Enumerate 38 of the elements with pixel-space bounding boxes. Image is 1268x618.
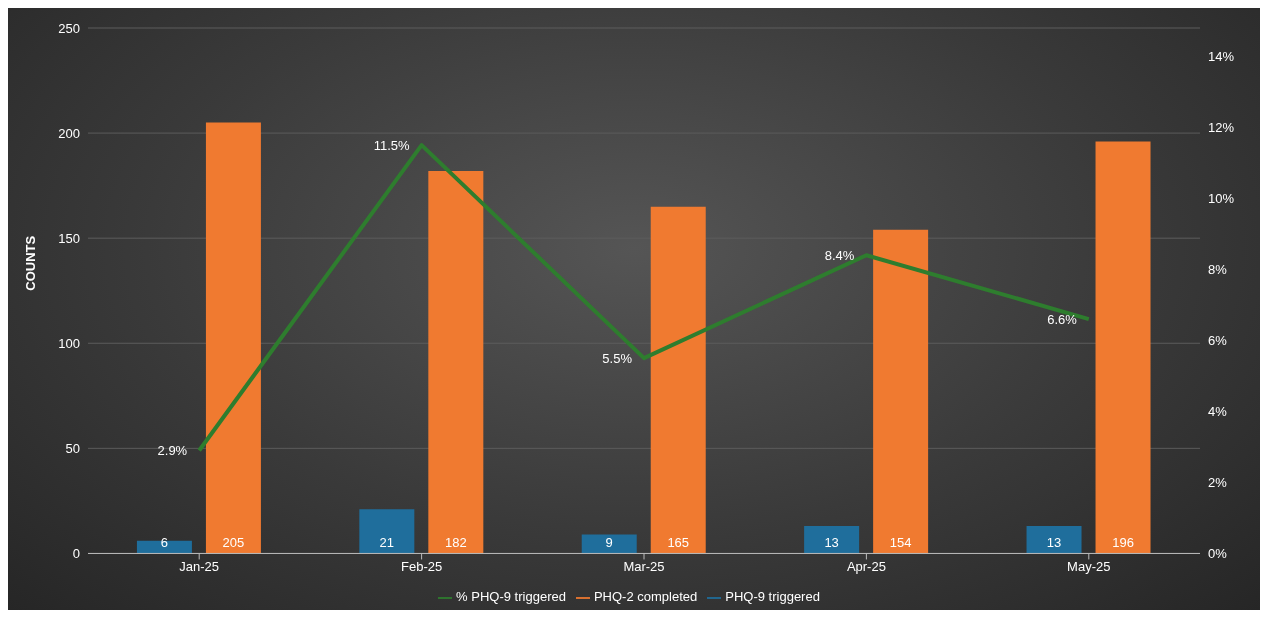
data-label: 6 [160,535,169,551]
y2-tick-label: 8% [1208,262,1228,278]
data-label: 154 [889,535,912,551]
y-tick-label: 100 [58,335,80,351]
data-label: 8.4% [824,247,855,263]
legend-label: PHQ-9 triggered [725,589,820,605]
x-tick-label: Jan-25 [179,558,220,574]
data-label: 182 [444,535,467,551]
data-label: 196 [1112,535,1134,551]
data-label: 9 [605,535,613,551]
y2-tick-label: 10% [1208,191,1235,207]
data-label: 6.6% [1047,311,1078,327]
data-label: 11.5% [373,137,411,153]
legend-label: % PHQ-9 triggered [456,589,566,605]
x-tick-label: Mar-25 [623,558,665,574]
legend-label: PHQ-2 completed [593,589,698,605]
data-label: 205 [222,535,245,551]
data-label: 2.9% [157,443,188,459]
y-tick-label: 150 [58,230,80,246]
y2-tick-label: 14% [1208,49,1235,65]
x-tick-label: Apr-25 [846,558,886,574]
data-label: 13 [824,535,839,551]
y2-tick-label: 4% [1208,404,1228,420]
y-tick-label: 200 [58,125,80,141]
data-label: 5.5% [602,350,633,366]
y-tick-label: 0 [72,546,80,562]
x-tick-label: Feb-25 [401,558,443,574]
y2-tick-label: 6% [1208,333,1228,349]
x-tick-label: May-25 [1067,558,1111,574]
y-tick-label: 250 [58,20,80,36]
y-tick-label: 50 [65,440,80,456]
data-label: 165 [667,535,690,551]
data-label: 13 [1046,535,1062,551]
y2-tick-label: 0% [1208,546,1228,562]
y2-tick-label: 12% [1208,120,1235,136]
y2-tick-label: 2% [1208,475,1228,491]
y-axis-title: COUNTS [22,235,38,291]
data-label: 21 [379,535,395,551]
